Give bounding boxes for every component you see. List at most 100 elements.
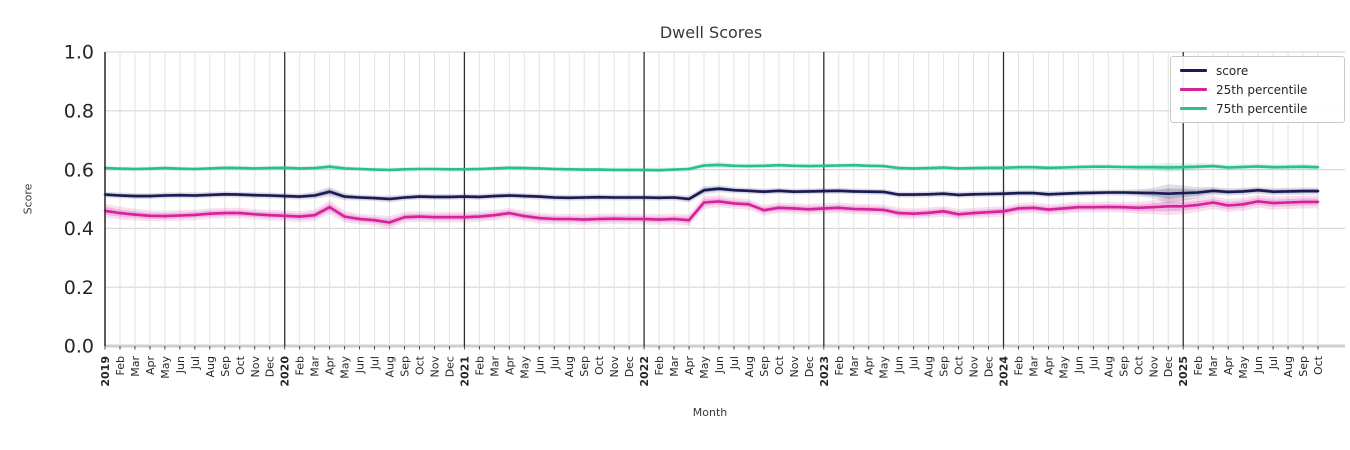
legend: score 25th percentile 75th percentile — [1170, 56, 1345, 123]
x-tick-label: Mar — [1027, 356, 1040, 377]
chart-title: Dwell Scores — [659, 23, 763, 42]
p25-line-swatch — [1180, 88, 1207, 91]
x-tick-label: 2021 — [458, 356, 471, 387]
x-tick-label: Apr — [324, 356, 337, 376]
legend-label-score: score — [1216, 63, 1249, 78]
x-tick-label: Oct — [234, 355, 247, 375]
x-tick-label: Nov — [249, 356, 262, 378]
x-tick-label: May — [1237, 356, 1250, 379]
x-tick-label: Mar — [129, 356, 142, 377]
x-tick-label: 2020 — [279, 356, 292, 387]
x-tick-label: Feb — [114, 356, 127, 375]
y-tick-label: 0.0 — [64, 336, 94, 358]
x-tick-label: May — [159, 356, 172, 379]
x-tick-label: Sep — [578, 356, 591, 377]
y-tick-label: 0.6 — [64, 159, 94, 181]
y-tick-label: 0.8 — [64, 100, 94, 122]
legend-item-75th-percentile: 75th percentile — [1180, 101, 1335, 116]
x-tick-label: Jun — [1072, 356, 1085, 374]
x-tick-label: Apr — [683, 356, 696, 376]
score-line-swatch — [1180, 69, 1207, 72]
series-line — [103, 187, 1320, 201]
x-tick-label: Sep — [1117, 356, 1130, 377]
series-line — [103, 163, 1320, 172]
p75-line-swatch — [1180, 107, 1207, 110]
x-tick-label: May — [518, 356, 531, 379]
x-tick-label: Oct — [1132, 355, 1145, 375]
x-tick-label: Sep — [758, 356, 771, 377]
x-tick-label: Feb — [473, 356, 486, 375]
x-tick-label: Jun — [354, 356, 367, 374]
x-tick-label: Jun — [174, 356, 187, 374]
x-tick-label: Dec — [803, 356, 816, 377]
x-tick-label: Dec — [623, 356, 636, 377]
x-tick-label: Nov — [968, 356, 981, 378]
x-tick-label: May — [878, 356, 891, 379]
legend-item-score: score — [1180, 63, 1335, 78]
x-tick-label: Dec — [1162, 356, 1175, 377]
x-tick-label: Jul — [189, 356, 202, 370]
x-tick-label: May — [1057, 356, 1070, 379]
x-tick-label: 2023 — [818, 356, 831, 387]
x-tick-label: Apr — [863, 356, 876, 376]
x-tick-label: Apr — [144, 356, 157, 376]
legend-label-25th-percentile: 25th percentile — [1216, 82, 1308, 97]
x-tick-label: Apr — [1042, 356, 1055, 376]
x-tick-label: Mar — [488, 356, 501, 377]
x-tick-label: Dec — [264, 356, 277, 377]
x-tick-label: Oct — [773, 355, 786, 375]
x-tick-label: 2019 — [99, 356, 112, 387]
x-tick-label: Aug — [1282, 356, 1295, 377]
x-tick-label: Jun — [713, 356, 726, 374]
x-tick-label: Oct — [593, 355, 606, 375]
x-tick-label: Jun — [533, 356, 546, 374]
series-line — [103, 200, 1320, 224]
x-tick-label: Nov — [1147, 356, 1160, 378]
x-tick-label: Nov — [788, 356, 801, 378]
x-tick-label: May — [339, 356, 352, 379]
x-tick-label: Aug — [923, 356, 936, 377]
x-tick-label: Sep — [219, 356, 232, 377]
x-tick-label: Jul — [908, 356, 921, 370]
x-tick-label: Sep — [399, 356, 412, 377]
x-tick-label: Aug — [204, 356, 217, 377]
x-tick-label: Oct — [1312, 355, 1325, 375]
x-tick-label: Jul — [728, 356, 741, 370]
x-tick-label: Jul — [1267, 356, 1280, 370]
x-tick-label: Feb — [653, 356, 666, 375]
y-axis-label: Score — [21, 183, 35, 215]
confidence-band — [105, 194, 1318, 229]
y-tick-label: 0.2 — [64, 277, 94, 299]
x-tick-label: Jul — [369, 356, 382, 370]
x-tick-label: 2025 — [1177, 356, 1190, 387]
x-tick-label: Mar — [309, 356, 322, 377]
y-tick-label: 1.0 — [64, 42, 94, 64]
legend-item-25th-percentile: 25th percentile — [1180, 82, 1335, 97]
legend-label-75th-percentile: 75th percentile — [1216, 101, 1308, 116]
x-axis-label: Month — [692, 406, 728, 419]
x-tick-label: Nov — [608, 356, 621, 378]
x-tick-label: Sep — [938, 356, 951, 377]
x-tick-label: Sep — [1297, 356, 1310, 377]
x-tick-label: Jun — [1252, 356, 1265, 374]
x-tick-label: Mar — [848, 356, 861, 377]
x-tick-label: Dec — [443, 356, 456, 377]
x-tick-label: Jul — [1087, 356, 1100, 370]
x-tick-label: Mar — [668, 356, 681, 377]
x-tick-label: Feb — [1192, 356, 1205, 375]
x-tick-label: Apr — [1222, 356, 1235, 376]
x-tick-label: Oct — [953, 355, 966, 375]
x-tick-label: Aug — [1102, 356, 1115, 377]
x-tick-label: Dec — [983, 356, 996, 377]
x-tick-label: Jul — [548, 356, 561, 370]
x-tick-label: Jun — [893, 356, 906, 374]
x-tick-label: Feb — [294, 356, 307, 375]
x-tick-label: 2022 — [638, 356, 651, 387]
confidence-band — [105, 197, 1318, 227]
x-tick-label: Mar — [1207, 356, 1220, 377]
x-tick-label: Oct — [413, 355, 426, 375]
x-tick-label: Apr — [503, 356, 516, 376]
x-tick-label: Aug — [743, 356, 756, 377]
